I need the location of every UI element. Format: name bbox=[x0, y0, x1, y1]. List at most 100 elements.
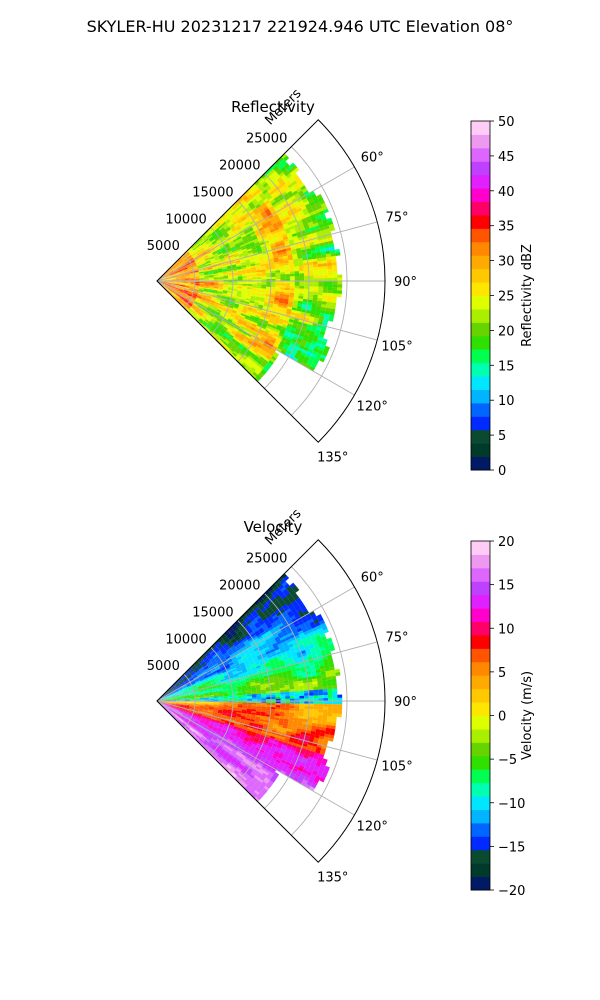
gate-cell bbox=[178, 687, 183, 691]
gate-cell bbox=[238, 306, 244, 309]
gate-cell bbox=[262, 189, 268, 195]
gate-cell bbox=[194, 272, 199, 274]
gate-cell bbox=[251, 206, 257, 212]
gate-cell bbox=[211, 652, 217, 657]
gate-cell bbox=[291, 248, 297, 253]
gate-cell bbox=[188, 711, 194, 714]
gate-cell bbox=[223, 283, 229, 285]
gate-cell bbox=[226, 293, 232, 296]
gate-cell bbox=[161, 282, 166, 285]
gate-cell bbox=[256, 182, 262, 188]
gate-cell bbox=[268, 181, 274, 187]
gate-cell bbox=[196, 306, 202, 310]
gate-cell bbox=[174, 708, 179, 711]
gate-cell bbox=[196, 716, 202, 719]
gate-cell bbox=[219, 676, 225, 680]
gate-cell bbox=[258, 217, 264, 222]
gate-cell bbox=[202, 253, 208, 257]
gate-cell bbox=[273, 257, 279, 261]
gate-cell bbox=[169, 707, 175, 710]
gate-cell bbox=[202, 294, 207, 298]
gate-cell bbox=[172, 292, 176, 296]
gate-cell bbox=[226, 213, 232, 218]
gate-cell bbox=[255, 231, 261, 235]
gate-cell bbox=[241, 311, 247, 316]
gate-cell bbox=[308, 294, 314, 298]
gate-cell bbox=[189, 705, 195, 707]
gate-cell bbox=[171, 277, 176, 279]
gate-cell bbox=[284, 264, 290, 268]
gate-cell bbox=[166, 279, 172, 281]
gate-cell bbox=[166, 277, 171, 279]
gate-cell bbox=[205, 239, 210, 243]
gate-cell bbox=[255, 195, 261, 201]
gate-cell bbox=[192, 264, 197, 267]
gate-cell bbox=[204, 286, 209, 289]
gate-cell bbox=[212, 712, 218, 715]
gate-cell bbox=[200, 680, 206, 684]
gate-cell bbox=[224, 244, 230, 248]
gate-cell bbox=[227, 318, 233, 323]
gate-cell bbox=[170, 285, 175, 288]
gate-cell bbox=[194, 276, 200, 278]
gate-cell bbox=[285, 188, 291, 194]
gate-cell bbox=[203, 269, 209, 272]
gate-cell bbox=[266, 325, 272, 330]
gate-cell bbox=[188, 721, 193, 725]
gate-cell bbox=[198, 312, 203, 317]
colorbar-tick-label: 50 bbox=[498, 115, 515, 130]
gate-cell bbox=[305, 363, 311, 369]
gate-cell bbox=[160, 695, 165, 699]
gate-cell bbox=[276, 220, 282, 225]
gate-cell bbox=[256, 351, 263, 357]
gate-cell bbox=[194, 272, 200, 275]
gate-cell bbox=[174, 691, 179, 694]
gate-cell bbox=[279, 265, 285, 269]
gate-cell bbox=[225, 211, 230, 217]
gate-cell bbox=[185, 282, 191, 283]
gate-cell bbox=[210, 238, 215, 242]
gate-cell bbox=[223, 285, 229, 288]
gate-cell bbox=[322, 269, 328, 273]
gate-cell bbox=[187, 294, 192, 297]
gate-cell bbox=[242, 330, 248, 335]
gate-cell bbox=[171, 278, 176, 280]
gate-cell bbox=[249, 328, 255, 333]
gate-cell bbox=[179, 289, 184, 292]
gate-cell bbox=[278, 164, 285, 170]
gate-cell bbox=[192, 265, 197, 268]
gate-cell bbox=[180, 704, 186, 706]
gate-cell bbox=[207, 661, 212, 666]
gate-cell bbox=[296, 359, 303, 365]
gate-cell bbox=[204, 231, 210, 236]
gate-cell bbox=[272, 335, 278, 340]
gate-cell bbox=[203, 732, 209, 737]
gate-cell bbox=[290, 230, 297, 235]
gate-cell bbox=[245, 191, 251, 197]
gate-cell bbox=[233, 726, 239, 729]
gate-cell bbox=[280, 339, 287, 344]
gate-cell bbox=[165, 695, 171, 698]
gate-cell bbox=[187, 730, 192, 734]
gate-cell bbox=[260, 245, 266, 250]
gate-cell bbox=[247, 307, 253, 311]
gate-cell bbox=[196, 252, 202, 256]
gate-cell bbox=[201, 718, 206, 721]
gate-cell bbox=[298, 260, 304, 264]
gate-cell bbox=[274, 297, 280, 301]
gate-cell bbox=[205, 258, 210, 262]
gate-cell bbox=[223, 333, 229, 338]
gate-cell bbox=[249, 220, 255, 225]
gate-cell bbox=[212, 290, 218, 293]
gate-cell bbox=[170, 705, 176, 707]
gate-cell bbox=[255, 211, 261, 217]
gate-cell bbox=[271, 325, 277, 330]
gate-cell bbox=[309, 281, 314, 284]
gate-cell bbox=[302, 220, 308, 225]
gate-cell bbox=[288, 354, 295, 360]
gate-cell bbox=[189, 706, 195, 708]
gate-cell bbox=[251, 334, 257, 339]
gate-cell bbox=[275, 270, 281, 273]
gate-cell bbox=[170, 273, 175, 276]
colorbar-segment bbox=[471, 241, 490, 256]
